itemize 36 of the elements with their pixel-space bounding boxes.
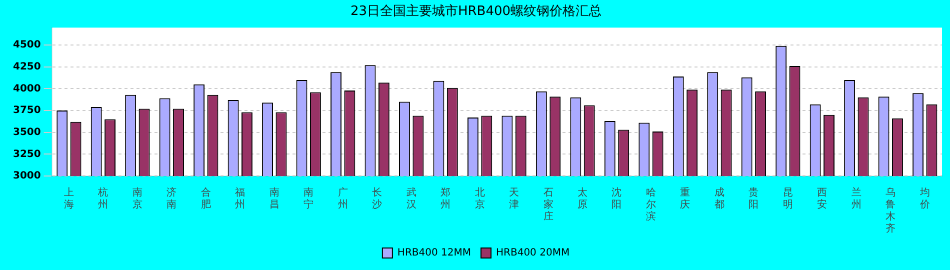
y-tick-label: 3500 — [12, 126, 41, 138]
y-tick-label: 3750 — [12, 105, 41, 116]
x-tick-label: 兰州 — [851, 186, 862, 211]
x-tick-label: 合肥 — [200, 186, 211, 211]
x-tick-label: 贵阳 — [748, 186, 759, 211]
x-tick-label: 杭州 — [97, 186, 108, 211]
x-tick-label: 郑州 — [440, 186, 451, 211]
legend-label: HRB400 20MM — [496, 248, 570, 259]
x-tick-label: 哈尔滨 — [646, 186, 656, 223]
x-tick-label: 石家庄 — [543, 188, 554, 223]
x-tick-label: 西安 — [817, 188, 828, 211]
x-tick-label: 成都 — [714, 186, 724, 211]
x-tick-label: 沈阳 — [612, 186, 622, 211]
x-tick-label: 南宁 — [304, 186, 314, 211]
chart-title: 23日全国主要城市HRB400螺纹钢价格汇总 — [350, 3, 602, 20]
x-tick-label: 乌鲁木齐 — [886, 186, 896, 235]
x-tick-label: 太原 — [578, 186, 588, 211]
y-tick-label: 4250 — [12, 61, 41, 72]
x-tick-label: 济南 — [166, 186, 177, 211]
x-tick-label: 武汉 — [406, 186, 416, 211]
y-tick-label: 4500 — [12, 40, 41, 51]
x-tick-label: 福州 — [235, 186, 246, 211]
x-tick-label: 广州 — [338, 186, 348, 211]
x-tick-label: 长沙 — [372, 186, 382, 211]
y-tick-label: 3250 — [12, 148, 41, 160]
x-tick-label: 南京 — [132, 186, 142, 211]
y-tick-label: 4000 — [12, 83, 41, 94]
x-tick-label: 上海 — [64, 186, 74, 211]
x-tick-label: 昆明 — [782, 188, 793, 211]
x-tick-label: 南昌 — [269, 186, 280, 211]
x-tick-label: 天津 — [509, 188, 520, 211]
x-tick-label: 均价 — [918, 186, 930, 211]
y-tick-label: 3000 — [12, 170, 41, 182]
x-tick-label: 北京 — [474, 186, 485, 211]
legend-label: HRB400 12MM — [397, 248, 472, 259]
x-tick-label: 重庆 — [680, 186, 690, 211]
